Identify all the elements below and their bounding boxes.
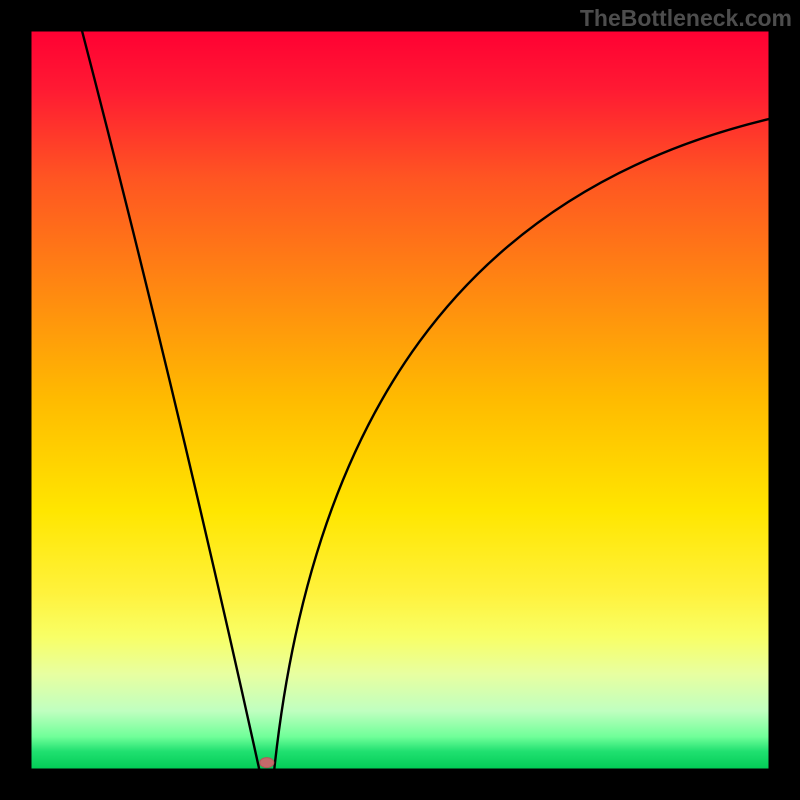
optimal-point-marker [260,758,274,768]
plot-background [30,30,770,770]
watermark-text: TheBottleneck.com [580,5,792,32]
